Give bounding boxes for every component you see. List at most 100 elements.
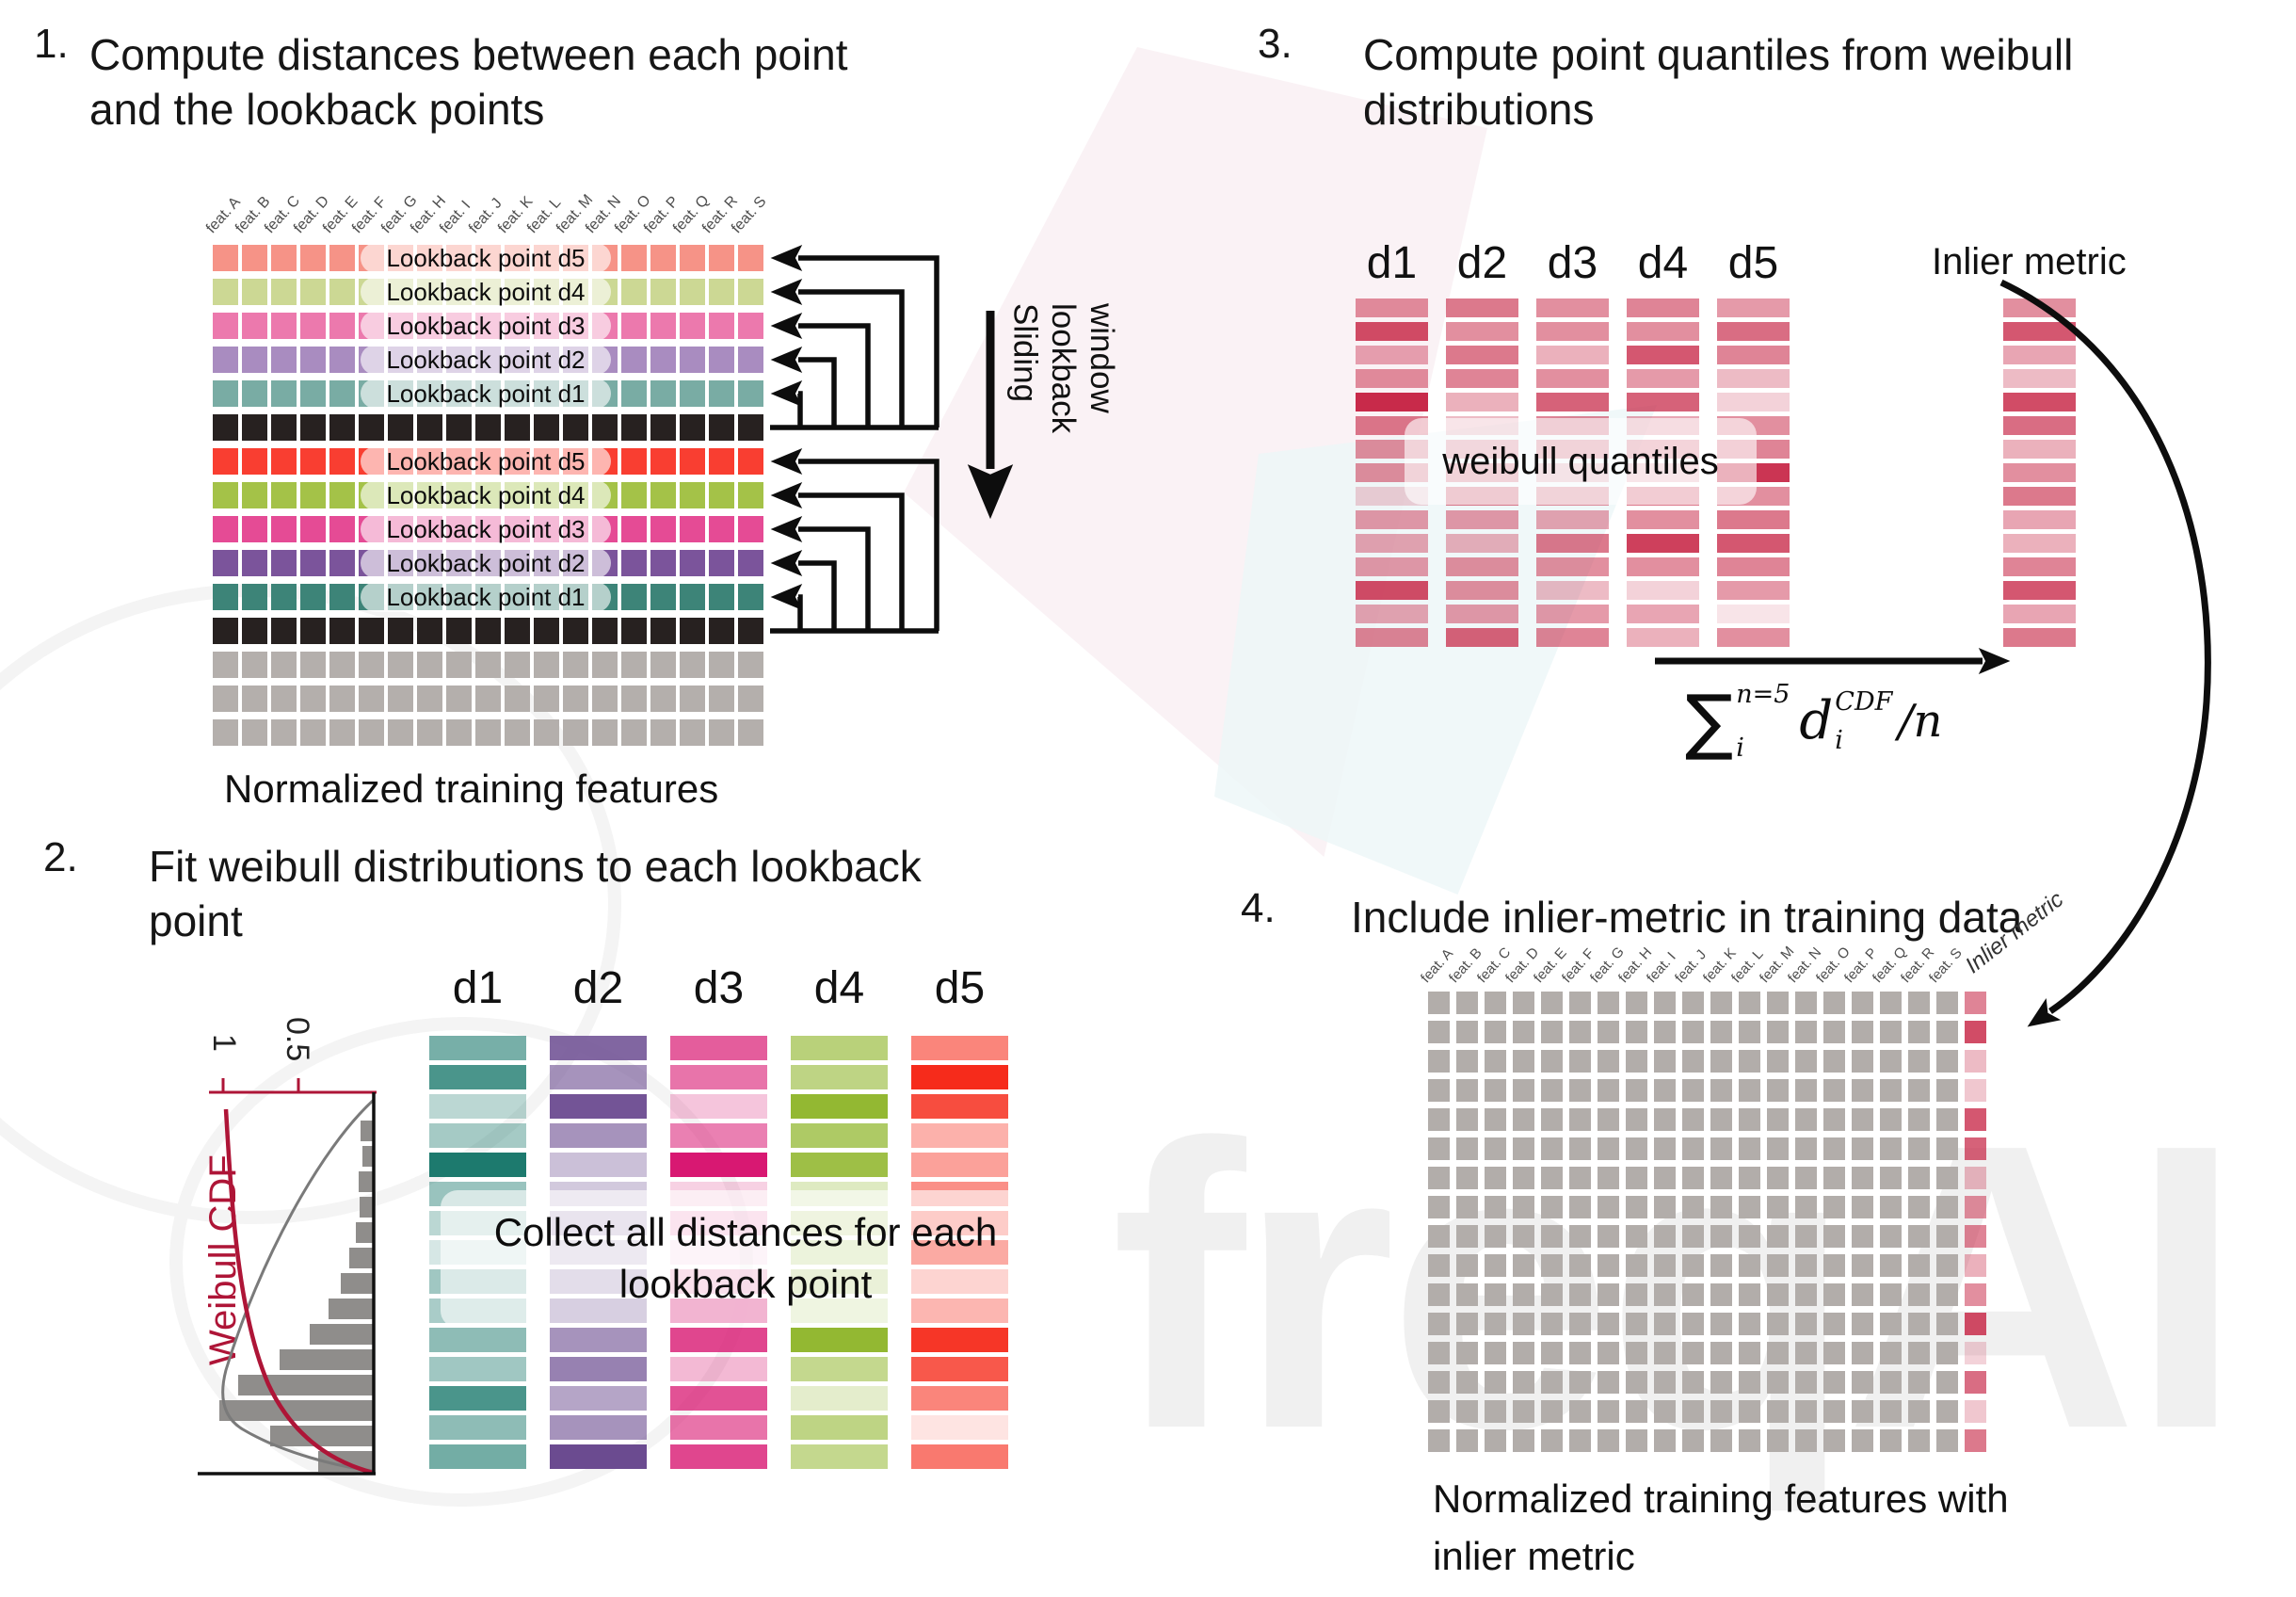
distance-bar xyxy=(550,1094,647,1119)
cdf-tick-05: 0.5 xyxy=(280,1017,315,1062)
training-cell xyxy=(1795,1196,1817,1218)
training-cell xyxy=(1513,1021,1534,1043)
feature-cell xyxy=(709,347,734,373)
lookback-row-label-text: Lookback point d1 xyxy=(386,582,586,611)
training-cell xyxy=(1880,1254,1902,1277)
current-point-cell xyxy=(446,618,472,644)
training-cell xyxy=(1739,1283,1760,1306)
training-cell xyxy=(1710,1283,1732,1306)
training-cell xyxy=(1541,1283,1563,1306)
training-cell xyxy=(1513,1137,1534,1160)
lookback-row-label: Lookback point d2 xyxy=(361,548,611,578)
distance-bar xyxy=(429,1415,526,1440)
feature-cell xyxy=(650,313,676,339)
feature-cell xyxy=(621,719,647,746)
watermark-text: freqAI xyxy=(1111,1055,2242,1520)
training-cell xyxy=(1456,1021,1478,1043)
training-cell xyxy=(1654,1050,1676,1073)
training-cell xyxy=(1908,992,1930,1014)
training-cell xyxy=(1654,1108,1676,1131)
lookback-row-label: Lookback point d1 xyxy=(361,379,611,409)
feature-cell xyxy=(329,482,355,508)
training-cell xyxy=(1654,1079,1676,1102)
training-cell xyxy=(1456,1167,1478,1189)
training-cell xyxy=(1710,1137,1732,1160)
training-cell xyxy=(1513,1429,1534,1452)
training-cell xyxy=(1428,1342,1450,1364)
quantile-bar xyxy=(1536,298,1609,317)
quantile-bar xyxy=(1536,346,1609,364)
training-cell xyxy=(1823,1429,1845,1452)
training-cell xyxy=(1456,1371,1478,1394)
feature-cell xyxy=(680,313,705,339)
training-cell xyxy=(1456,1429,1478,1452)
lookback-row-label-text: Lookback point d5 xyxy=(386,446,586,476)
training-cell xyxy=(1936,1050,1958,1073)
feature-cell xyxy=(446,719,472,746)
feature-cell xyxy=(650,245,676,271)
training-cell xyxy=(1428,1050,1450,1073)
training-cell xyxy=(1513,1050,1534,1073)
current-point-cell xyxy=(329,414,355,441)
training-cell xyxy=(1569,1050,1591,1073)
training-cell xyxy=(1569,1371,1591,1394)
training-cell xyxy=(1598,1167,1619,1189)
feature-cell xyxy=(213,313,238,339)
quantile-bar xyxy=(1536,369,1609,388)
training-cell xyxy=(1456,1400,1478,1423)
inlier-metric-cell xyxy=(1965,1021,1986,1043)
distance-header: d5 xyxy=(934,963,986,1013)
feature-cell xyxy=(213,380,238,407)
training-cell xyxy=(1513,1196,1534,1218)
distance-scripts: CDF i xyxy=(1835,687,1893,755)
training-cell xyxy=(1852,1108,1873,1131)
feature-cell xyxy=(650,347,676,373)
quantile-bar xyxy=(1627,346,1699,364)
training-cell xyxy=(1513,1225,1534,1248)
feature-cell xyxy=(534,719,559,746)
feature-cell xyxy=(329,380,355,407)
distance-bar xyxy=(670,1123,767,1148)
inlier-metric-cell xyxy=(1965,1137,1986,1160)
feature-cell xyxy=(242,482,267,508)
feature-cell xyxy=(738,347,763,373)
training-cell xyxy=(1456,1254,1478,1277)
training-cell xyxy=(1485,1400,1506,1423)
distance-bar xyxy=(550,1415,647,1440)
training-cell xyxy=(1852,1225,1873,1248)
training-cell xyxy=(1428,1371,1450,1394)
training-cell xyxy=(1541,1371,1563,1394)
training-cell xyxy=(1880,1021,1902,1043)
training-cell xyxy=(1541,1021,1563,1043)
feature-cell xyxy=(300,516,326,542)
training-cell xyxy=(1485,1050,1506,1073)
lookback-row-label-text: Lookback point d5 xyxy=(386,243,586,272)
training-cell xyxy=(1569,1400,1591,1423)
training-cell xyxy=(1626,1137,1647,1160)
training-cell xyxy=(1936,1313,1958,1335)
training-cell xyxy=(1823,1254,1845,1277)
training-cell xyxy=(1739,1108,1760,1131)
feature-cell xyxy=(505,719,530,746)
feature-cell xyxy=(709,550,734,576)
distance-bar xyxy=(670,1153,767,1177)
feature-cell xyxy=(680,482,705,508)
training-cell xyxy=(1654,1196,1676,1218)
training-cell xyxy=(1767,1429,1789,1452)
lookback-row-label-text: Lookback point d4 xyxy=(386,480,586,509)
quantile-bar xyxy=(1536,393,1609,411)
training-cell xyxy=(1541,1429,1563,1452)
training-cell xyxy=(1626,1283,1647,1306)
inlier-metric-bar xyxy=(2003,510,2076,529)
current-point-cell xyxy=(271,414,297,441)
quantile-bar xyxy=(1627,322,1699,341)
distance-bar xyxy=(791,1036,888,1060)
quantile-bar xyxy=(1356,369,1428,388)
feature-cell xyxy=(300,652,326,678)
training-cell xyxy=(1428,1429,1450,1452)
lookback-row-label-text: Lookback point d4 xyxy=(386,277,586,306)
distance-bar xyxy=(429,1065,526,1089)
sliding-window-label: Sliding lookback window xyxy=(1006,303,1120,434)
training-cell xyxy=(1908,1429,1930,1452)
quantile-bar xyxy=(1446,322,1518,341)
